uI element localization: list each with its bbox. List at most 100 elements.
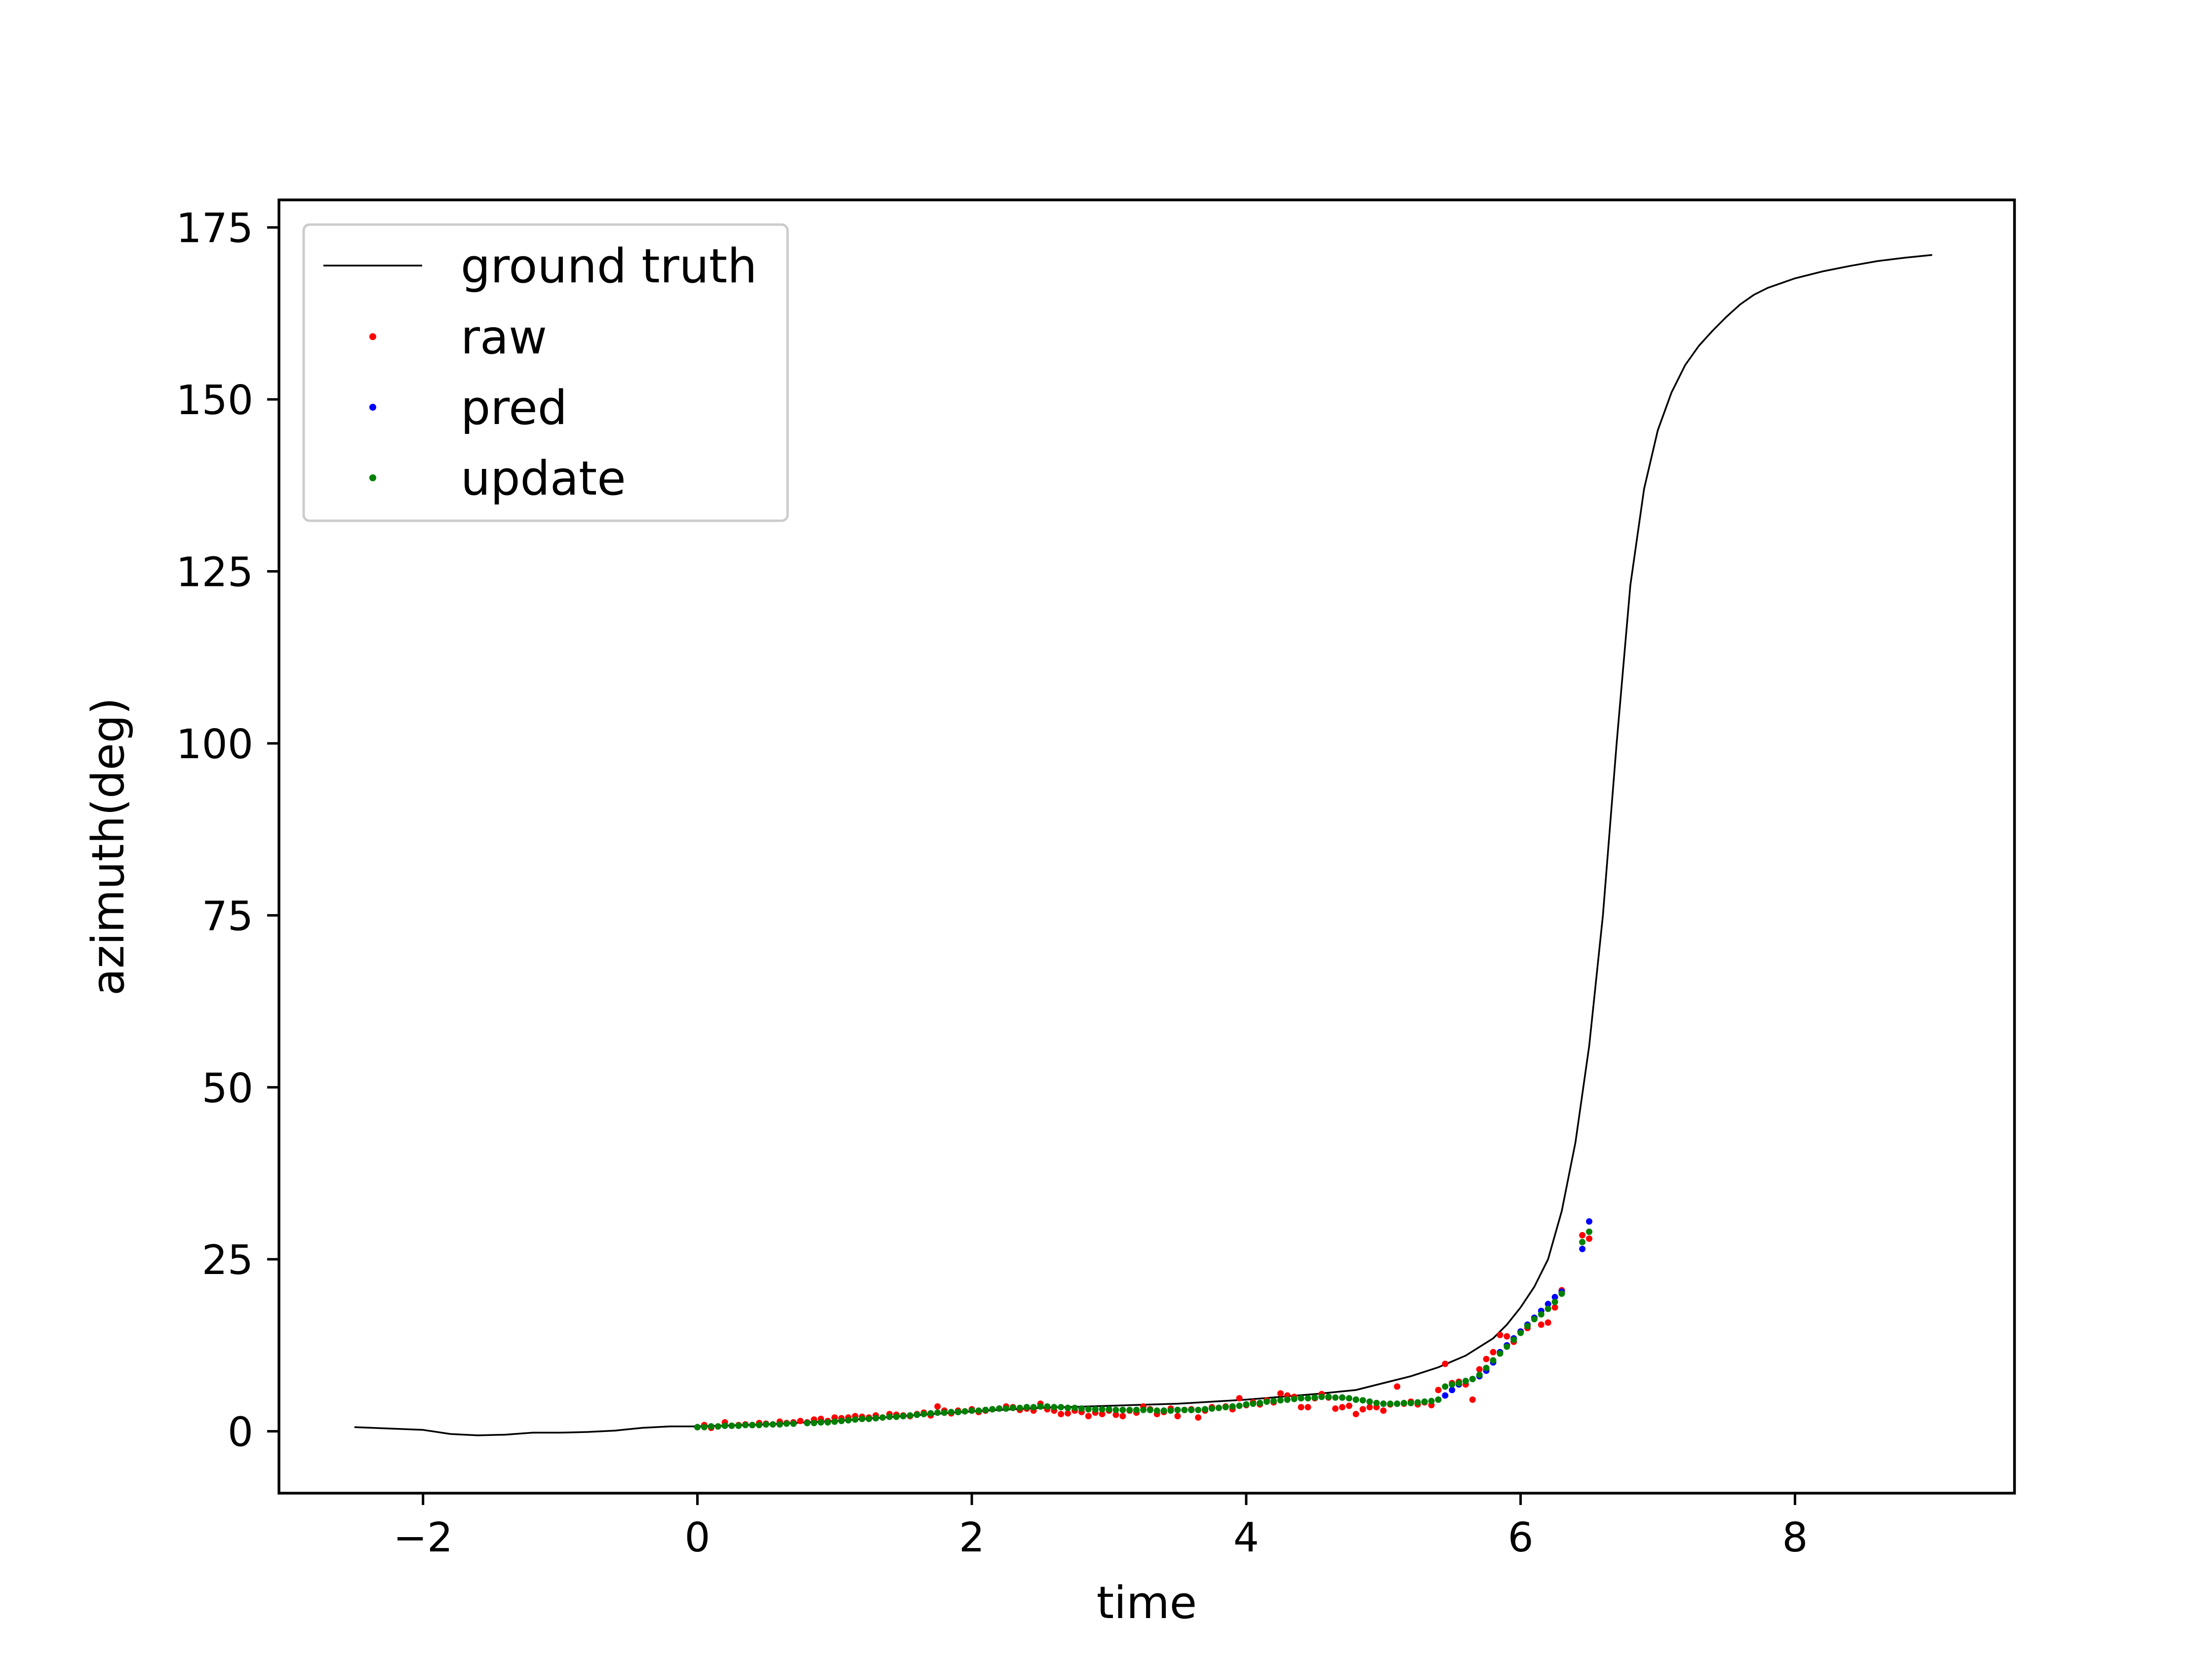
legend-update-label: update <box>461 452 626 506</box>
raw-point <box>1332 1405 1339 1412</box>
update-point <box>735 1422 742 1429</box>
update-point <box>1167 1407 1174 1414</box>
legend-update-swatch <box>369 474 376 481</box>
update-point <box>1188 1406 1195 1413</box>
raw-point <box>1277 1390 1284 1397</box>
raw-point <box>1442 1360 1449 1367</box>
update-point <box>1394 1400 1401 1407</box>
update-point <box>1236 1402 1243 1409</box>
raw-point <box>1544 1319 1551 1326</box>
y-tick-label: 150 <box>176 377 253 424</box>
update-point <box>776 1421 783 1428</box>
update-point <box>859 1416 866 1422</box>
update-point <box>913 1411 920 1418</box>
raw-point <box>797 1418 804 1425</box>
update-point <box>811 1420 818 1427</box>
update-point <box>1133 1406 1140 1413</box>
legend-ground-truth-label: ground truth <box>461 239 757 294</box>
update-point <box>1195 1406 1202 1413</box>
update-points <box>694 1228 1593 1430</box>
raw-point <box>1236 1395 1243 1402</box>
update-point <box>1318 1393 1325 1400</box>
update-point <box>1017 1404 1023 1411</box>
update-point <box>1202 1406 1209 1413</box>
update-point <box>1160 1407 1167 1414</box>
x-tick-label: 8 <box>1782 1514 1808 1561</box>
update-point <box>1414 1399 1421 1406</box>
pred-point <box>1544 1301 1551 1308</box>
raw-point <box>1099 1411 1106 1418</box>
legend-pred-label: pred <box>461 381 567 435</box>
raw-point <box>1345 1402 1352 1409</box>
update-point <box>1531 1315 1538 1322</box>
update-point <box>879 1414 886 1421</box>
update-point <box>1146 1406 1153 1413</box>
raw-point <box>1058 1411 1065 1418</box>
update-point <box>968 1407 975 1414</box>
update-point <box>1490 1357 1497 1364</box>
raw-point <box>1497 1332 1503 1338</box>
update-point <box>790 1420 797 1427</box>
x-tick-label: 2 <box>959 1514 985 1561</box>
pred-point <box>1551 1294 1558 1301</box>
update-point <box>907 1412 913 1419</box>
update-point <box>1476 1371 1483 1378</box>
update-point <box>886 1413 893 1420</box>
legend-raw-label: raw <box>461 310 547 365</box>
raw-point <box>1339 1404 1345 1411</box>
raw-point <box>1065 1410 1071 1417</box>
update-point <box>1030 1404 1037 1411</box>
update-point <box>1085 1406 1092 1413</box>
raw-point <box>1469 1396 1476 1403</box>
update-point <box>1215 1404 1222 1411</box>
update-point <box>831 1418 838 1425</box>
raw-point <box>1366 1404 1373 1411</box>
update-point <box>694 1424 701 1430</box>
axes-layer: −2 0 2 4 6 8 0 25 50 75 100 125 150 175 <box>176 205 1808 1561</box>
y-tick-label: 0 <box>228 1409 253 1456</box>
raw-point <box>1174 1413 1181 1420</box>
update-point <box>1099 1406 1106 1413</box>
update-point <box>804 1420 811 1427</box>
update-point <box>1222 1404 1229 1411</box>
update-point <box>1051 1404 1058 1411</box>
update-point <box>989 1406 996 1413</box>
update-point <box>1003 1405 1010 1412</box>
update-point <box>1497 1350 1503 1357</box>
plot-frame <box>277 198 2016 1495</box>
update-point <box>1298 1395 1304 1402</box>
update-point <box>1352 1396 1359 1403</box>
update-point <box>1551 1299 1558 1306</box>
update-point <box>1304 1395 1311 1402</box>
update-point <box>941 1409 948 1416</box>
update-point <box>1250 1400 1257 1407</box>
update-point <box>1579 1238 1586 1245</box>
update-point <box>1277 1397 1284 1404</box>
update-point <box>1174 1406 1181 1413</box>
update-point <box>1209 1405 1215 1412</box>
raw-point <box>1551 1304 1558 1311</box>
update-point <box>1181 1406 1188 1413</box>
update-point <box>1140 1406 1147 1413</box>
raw-point <box>1359 1406 1366 1413</box>
update-point <box>1387 1400 1394 1407</box>
update-point <box>1229 1403 1236 1410</box>
update-point <box>769 1421 776 1428</box>
update-point <box>954 1409 961 1416</box>
update-point <box>1462 1378 1469 1385</box>
ground-truth-line <box>354 254 1933 1436</box>
update-point <box>1270 1397 1277 1404</box>
raw-point <box>1298 1404 1304 1411</box>
update-point <box>762 1421 769 1428</box>
update-point <box>1037 1403 1044 1410</box>
update-point <box>1092 1406 1099 1413</box>
update-point <box>1311 1394 1318 1401</box>
update-point <box>1010 1404 1017 1411</box>
update-point <box>1524 1322 1531 1329</box>
y-tick-label: 50 <box>202 1065 253 1112</box>
update-point <box>783 1420 790 1427</box>
raw-point <box>1119 1413 1126 1420</box>
update-point <box>1044 1403 1051 1410</box>
update-point <box>927 1410 934 1417</box>
